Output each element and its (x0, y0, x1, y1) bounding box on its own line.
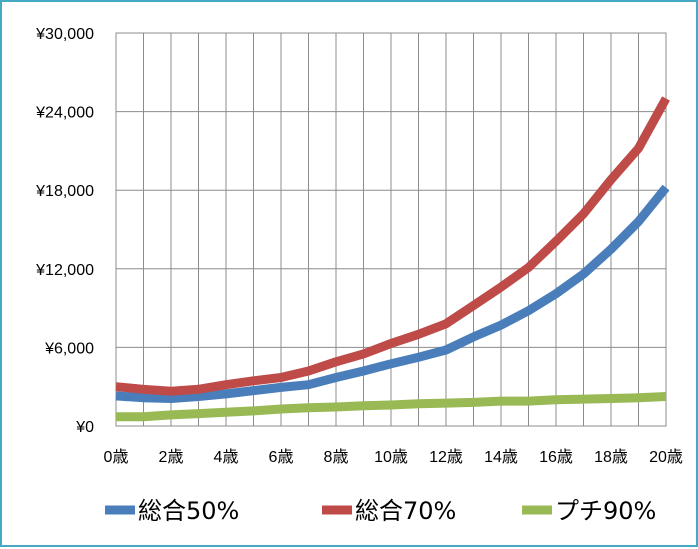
x-tick-label: 0歳 (104, 448, 129, 466)
y-tick-label: ¥12,000 (35, 262, 94, 279)
x-tick-label: 4歳 (214, 448, 239, 466)
x-tick-label: 18歳 (594, 448, 628, 466)
x-tick-label: 20歳 (649, 448, 683, 466)
y-tick-label: ¥6,000 (44, 340, 94, 357)
x-tick-label: 2歳 (159, 448, 184, 466)
gridlines (116, 33, 666, 426)
x-tick-label: 12歳 (429, 448, 463, 466)
legend-label: 総合70% (355, 497, 456, 525)
legend-label: 総合50% (138, 497, 239, 525)
x-tick-label: 8歳 (324, 448, 349, 466)
x-tick-label: 16歳 (539, 448, 573, 466)
series-line-2 (116, 392, 667, 422)
x-tick-label: 14歳 (484, 448, 518, 466)
series-lines (115, 96, 670, 422)
legend: 総合50% 総合70% プチ90% (105, 497, 656, 525)
series-line-1 (115, 96, 670, 396)
series-line-0 (115, 184, 670, 403)
y-tick-label: ¥18,000 (35, 183, 94, 200)
y-tick-label: ¥0 (75, 419, 94, 436)
y-axis-tick-labels: ¥0 ¥6,000 ¥12,000 ¥18,000 ¥24,000 ¥30,000 (35, 26, 94, 436)
x-axis-tick-labels: 0歳 2歳 4歳 6歳 8歳 10歳 12歳 14歳 16歳 18歳 20歳 (104, 448, 683, 466)
y-tick-label: ¥24,000 (35, 105, 94, 122)
x-tick-label: 6歳 (269, 448, 294, 466)
y-tick-label: ¥30,000 (35, 26, 94, 43)
plot-area-border (115, 32, 667, 427)
legend-label: プチ90% (555, 497, 656, 525)
x-tick-label: 10歳 (374, 448, 408, 466)
